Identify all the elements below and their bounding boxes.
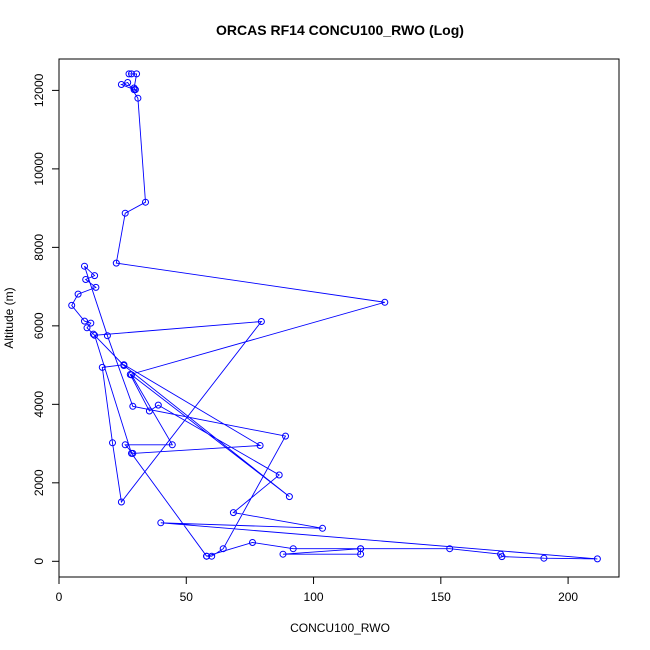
data-point: [540, 554, 548, 562]
data-point: [109, 439, 116, 447]
data-point: [91, 272, 99, 280]
data-point: [124, 79, 132, 86]
data-point: [289, 545, 297, 553]
data-point: [497, 550, 505, 558]
data-point: [154, 401, 162, 409]
data-point: [229, 509, 237, 517]
series-points: [68, 70, 601, 563]
data-point: [203, 552, 211, 560]
data-point: [92, 283, 100, 291]
data-point: [103, 332, 111, 340]
y-tick-label: 4000: [32, 391, 46, 418]
y-tick-label: 6000: [32, 312, 46, 339]
data-point: [128, 371, 135, 379]
data-point: [381, 298, 389, 306]
x-tick-label: 200: [558, 590, 578, 604]
data-point: [285, 493, 293, 501]
data-point: [256, 442, 264, 449]
y-tick-label: 10000: [32, 152, 46, 186]
x-axis-label: CONCU100_RWO: [290, 621, 390, 635]
series-line: [71, 73, 598, 560]
data-point: [157, 519, 165, 527]
x-tick-label: 150: [431, 590, 451, 604]
y-tick-label: 0: [32, 558, 46, 565]
data-point: [81, 262, 88, 270]
data-point: [83, 324, 91, 332]
y-axis: 0 2000 4000 6000 8000 10000 12000: [32, 73, 60, 565]
data-point: [208, 552, 216, 560]
data-point: [120, 361, 128, 369]
data-point: [82, 276, 90, 283]
data-point: [121, 441, 129, 449]
data-point: [142, 198, 149, 206]
data-point: [98, 363, 106, 371]
data-point: [74, 290, 82, 298]
data-point: [117, 498, 125, 506]
x-axis: 0 50 100 150 200: [56, 576, 578, 604]
data-point: [257, 318, 265, 325]
chart-title: ORCAS RF14 CONCU100_RWO (Log): [216, 22, 464, 38]
y-tick-label: 8000: [32, 234, 46, 261]
data-point: [219, 545, 227, 553]
data-point: [133, 70, 141, 78]
data-point: [87, 319, 95, 327]
data-point: [357, 545, 365, 553]
data-point: [89, 330, 97, 338]
data-point: [134, 94, 142, 102]
x-tick-label: 0: [56, 590, 63, 604]
data-point: [130, 86, 138, 94]
data-point: [128, 449, 135, 457]
data-point: [446, 545, 454, 553]
data-point: [121, 209, 129, 217]
y-tick-label: 2000: [32, 469, 46, 496]
x-tick-label: 100: [304, 590, 324, 604]
data-point: [117, 81, 125, 88]
data-point: [81, 317, 88, 325]
y-axis-label: Altitude (m): [2, 287, 16, 348]
y-tick-label: 12000: [32, 73, 46, 107]
data-point: [168, 441, 176, 449]
data-point: [279, 550, 287, 558]
data-point: [249, 539, 256, 546]
plot-frame: [58, 58, 620, 578]
data-point: [128, 70, 135, 78]
data-point: [112, 259, 120, 267]
data-point: [593, 555, 601, 563]
data-point: [145, 407, 153, 415]
series-polyline: [71, 73, 598, 560]
data-point: [129, 402, 137, 410]
data-point: [275, 471, 283, 479]
x-tick-label: 50: [180, 590, 194, 604]
data-point: [91, 331, 99, 339]
data-point: [282, 432, 289, 440]
data-point: [125, 70, 133, 78]
data-point: [319, 524, 326, 532]
data-point: [68, 301, 76, 309]
